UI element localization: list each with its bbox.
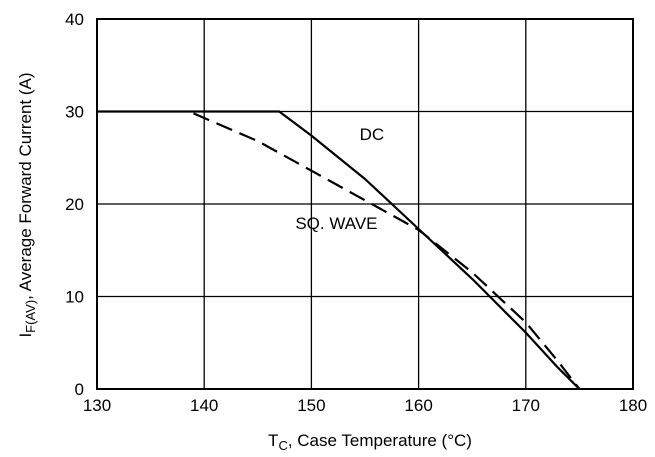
y-tick-label: 30 bbox=[65, 103, 84, 122]
annotations: DC SQ. WAVE bbox=[295, 125, 384, 233]
plot-frame bbox=[96, 18, 634, 390]
x-tick-label: 140 bbox=[190, 396, 218, 415]
grid bbox=[97, 19, 633, 389]
series-line-sq-wave bbox=[193, 112, 581, 390]
series-line-dc bbox=[97, 110, 581, 390]
x-tick-labels: 130 140 150 160 170 180 bbox=[83, 396, 647, 415]
series-lines bbox=[97, 110, 581, 390]
y-tick-label: 0 bbox=[75, 380, 84, 399]
series-annotation: SQ. WAVE bbox=[295, 214, 377, 233]
x-tick-label: 160 bbox=[404, 396, 432, 415]
x-tick-label: 180 bbox=[619, 396, 647, 415]
y-tick-label: 20 bbox=[65, 195, 84, 214]
x-tick-label: 130 bbox=[83, 396, 111, 415]
series-annotation: DC bbox=[360, 125, 385, 144]
x-tick-label: 150 bbox=[297, 396, 325, 415]
y-axis-title: IF(AV), Average Forward Current (A) bbox=[16, 72, 38, 337]
x-axis-title: TC, Case Temperature (°C) bbox=[268, 431, 472, 453]
y-tick-label: 40 bbox=[65, 10, 84, 29]
x-tick-label: 170 bbox=[512, 396, 540, 415]
y-tick-labels: 0 10 20 30 40 bbox=[65, 10, 84, 399]
y-tick-label: 10 bbox=[65, 288, 84, 307]
